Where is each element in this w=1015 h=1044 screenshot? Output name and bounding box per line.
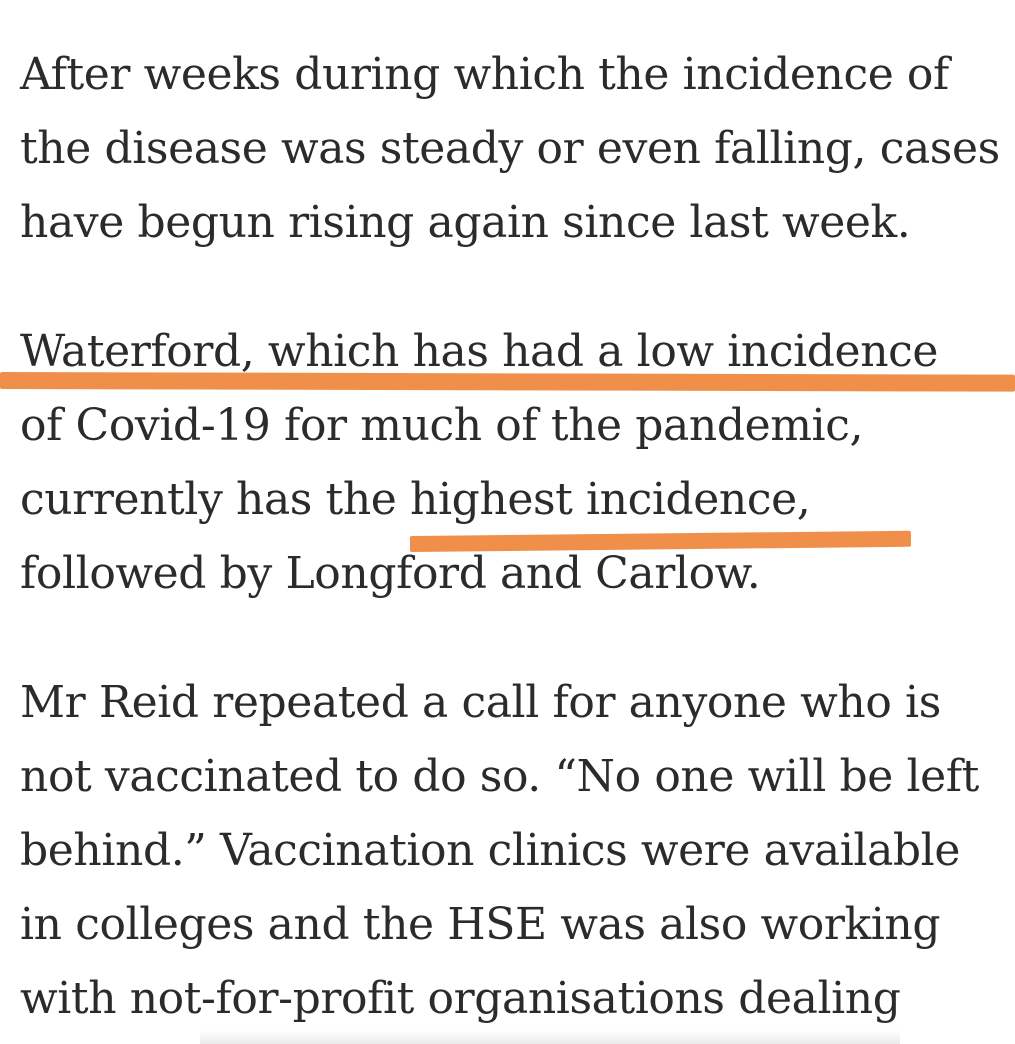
text-line: Waterford, which has had a low incidence: [20, 326, 939, 377]
paragraph-waterford: Waterford, which has had a low incidence…: [20, 315, 938, 611]
text-line: not vaccinated to do so. “No one will be…: [20, 751, 979, 802]
text-line: After weeks during which the incidence o…: [20, 49, 949, 100]
bottom-shadow: [200, 1030, 900, 1044]
text-line: the disease was steady or even falling, …: [20, 123, 1000, 174]
text-line: in colleges and the HSE was also working: [20, 899, 941, 950]
text-line: with not-for-profit organisations dealin…: [20, 973, 901, 1024]
text-line: behind.” Vaccination clinics were availa…: [20, 825, 960, 876]
text-line: of Covid-19 for much of the pandemic,: [20, 400, 864, 451]
paragraph-cases-rising: After weeks during which the incidence o…: [20, 38, 1000, 260]
highlight-underline-waterford: [0, 372, 1015, 392]
text-line: followed by Longford and Carlow.: [20, 548, 761, 599]
paragraph-mr-reid: Mr Reid repeated a call for anyone who i…: [20, 666, 979, 1036]
text-line: have begun rising again since last week.: [20, 197, 911, 248]
text-line: Mr Reid repeated a call for anyone who i…: [20, 677, 941, 728]
text-line: currently has the highest incidence,: [20, 474, 811, 525]
